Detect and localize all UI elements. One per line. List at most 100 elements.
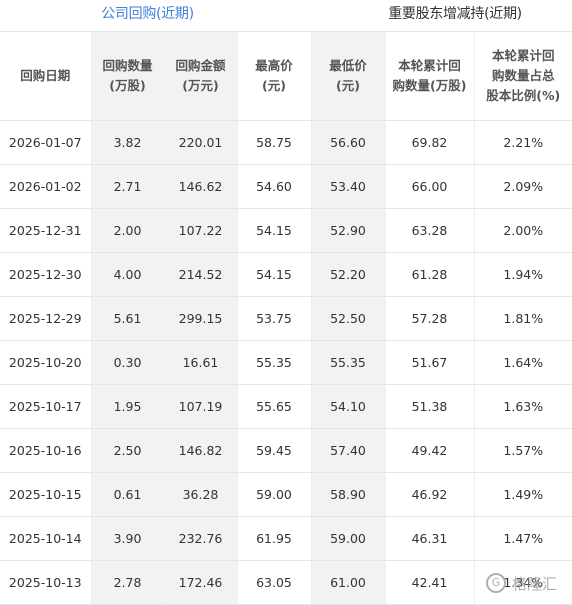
cell-cumulative-ratio: 1.49% <box>474 473 572 517</box>
cell-cumulative-ratio: 2.00% <box>474 209 572 253</box>
tab-company-buyback[interactable]: 公司回购(近期) <box>60 0 235 31</box>
cell-low-price: 57.40 <box>311 429 385 473</box>
cell-cumulative-ratio: 1.64% <box>474 341 572 385</box>
header-text-line: 购数量占总 <box>475 66 572 86</box>
cell-cumulative-quantity: 69.82 <box>385 121 474 165</box>
cell-date: 2026-01-02 <box>0 165 91 209</box>
header-text-line: 回购日期 <box>0 66 91 86</box>
cell-low-price: 52.20 <box>311 253 385 297</box>
cell-high-price: 54.15 <box>237 209 311 253</box>
cell-cumulative-ratio: 1.47% <box>474 517 572 561</box>
cell-low-price: 54.10 <box>311 385 385 429</box>
tab-major-shareholder-changes[interactable]: 重要股东增减持(近期) <box>340 0 570 31</box>
cell-cumulative-quantity: 61.28 <box>385 253 474 297</box>
cell-low-price: 59.00 <box>311 517 385 561</box>
table-header-row: 回购日期回购数量(万股)回购金额(万元)最高价(元)最低价(元)本轮累计回购数量… <box>0 32 572 121</box>
header-text-line: 最低价 <box>312 56 385 76</box>
cell-amount: 299.15 <box>164 297 237 341</box>
cell-low-price: 52.90 <box>311 209 385 253</box>
cell-date: 2025-10-20 <box>0 341 91 385</box>
cell-date: 2025-12-30 <box>0 253 91 297</box>
cell-amount: 107.19 <box>164 385 237 429</box>
cell-low-price: 53.40 <box>311 165 385 209</box>
cell-high-price: 61.95 <box>237 517 311 561</box>
cell-amount: 172.46 <box>164 561 237 605</box>
cell-low-price: 56.60 <box>311 121 385 165</box>
cell-quantity: 2.71 <box>91 165 164 209</box>
header-text-line: 本轮累计回 <box>475 46 572 66</box>
watermark-text: 格隆汇 <box>512 570 557 598</box>
cell-amount: 107.22 <box>164 209 237 253</box>
cell-high-price: 59.00 <box>237 473 311 517</box>
header-high-price: 最高价(元) <box>237 32 311 121</box>
cell-date: 2025-12-29 <box>0 297 91 341</box>
header-text-line: 本轮累计回 <box>386 56 474 76</box>
cell-cumulative-ratio: 1.94% <box>474 253 572 297</box>
cell-date: 2026-01-07 <box>0 121 91 165</box>
cell-date: 2025-10-15 <box>0 473 91 517</box>
watermark-mark-icon: G <box>486 573 506 593</box>
cell-cumulative-ratio: 1.57% <box>474 429 572 473</box>
cell-cumulative-quantity: 66.00 <box>385 165 474 209</box>
header-text-line: 回购金额 <box>165 56 237 76</box>
header-cumulative-ratio: 本轮累计回购数量占总股本比例(%) <box>474 32 572 121</box>
cell-quantity: 5.61 <box>91 297 164 341</box>
cell-cumulative-quantity: 42.41 <box>385 561 474 605</box>
cell-cumulative-quantity: 46.31 <box>385 517 474 561</box>
cell-date: 2025-10-16 <box>0 429 91 473</box>
cell-quantity: 2.50 <box>91 429 164 473</box>
header-text-line: 回购数量 <box>92 56 164 76</box>
cell-amount: 146.62 <box>164 165 237 209</box>
cell-date: 2025-12-31 <box>0 209 91 253</box>
cell-high-price: 55.65 <box>237 385 311 429</box>
watermark-logo: G 格隆汇 <box>486 570 568 598</box>
header-text-line: 股本比例(%) <box>475 86 572 106</box>
cell-high-price: 54.60 <box>237 165 311 209</box>
cell-low-price: 61.00 <box>311 561 385 605</box>
cell-high-price: 63.05 <box>237 561 311 605</box>
cell-quantity: 2.78 <box>91 561 164 605</box>
cell-date: 2025-10-17 <box>0 385 91 429</box>
cell-quantity: 0.30 <box>91 341 164 385</box>
cell-quantity: 1.95 <box>91 385 164 429</box>
cell-amount: 232.76 <box>164 517 237 561</box>
cell-high-price: 58.75 <box>237 121 311 165</box>
cell-cumulative-ratio: 1.81% <box>474 297 572 341</box>
cell-amount: 220.01 <box>164 121 237 165</box>
header-text-line: 最高价 <box>238 56 311 76</box>
cell-date: 2025-10-13 <box>0 561 91 605</box>
header-low-price: 最低价(元) <box>311 32 385 121</box>
cell-quantity: 3.90 <box>91 517 164 561</box>
cell-cumulative-ratio: 1.63% <box>474 385 572 429</box>
cell-quantity: 0.61 <box>91 473 164 517</box>
cell-cumulative-quantity: 46.92 <box>385 473 474 517</box>
cell-quantity: 2.00 <box>91 209 164 253</box>
cell-cumulative-quantity: 49.42 <box>385 429 474 473</box>
cell-quantity: 4.00 <box>91 253 164 297</box>
header-text-line: 购数量(万股) <box>386 76 474 96</box>
header-text-line: (万股) <box>92 76 164 96</box>
cell-high-price: 59.45 <box>237 429 311 473</box>
cell-quantity: 3.82 <box>91 121 164 165</box>
cell-low-price: 52.50 <box>311 297 385 341</box>
header-cumulative-quantity: 本轮累计回购数量(万股) <box>385 32 474 121</box>
cell-amount: 16.61 <box>164 341 237 385</box>
cell-amount: 36.28 <box>164 473 237 517</box>
cell-cumulative-ratio: 2.21% <box>474 121 572 165</box>
header-amount: 回购金额(万元) <box>164 32 237 121</box>
header-text-line: (元) <box>238 76 311 96</box>
header-quantity: 回购数量(万股) <box>91 32 164 121</box>
cell-low-price: 55.35 <box>311 341 385 385</box>
cell-cumulative-quantity: 57.28 <box>385 297 474 341</box>
